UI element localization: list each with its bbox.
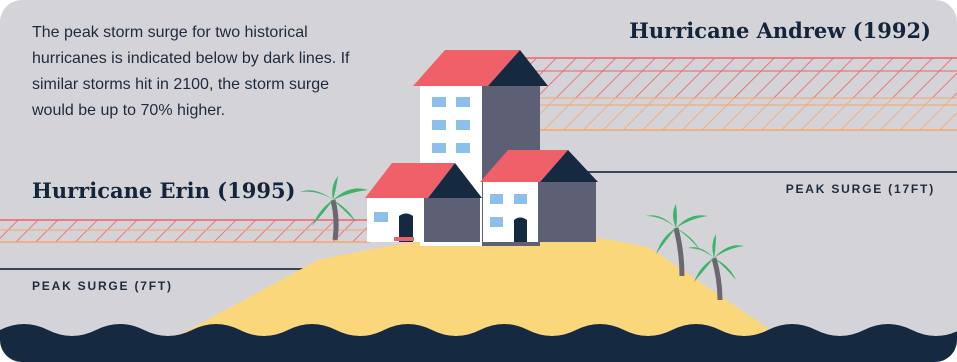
palm-tree-left bbox=[300, 176, 368, 241]
sand-island bbox=[170, 234, 785, 340]
right-small-house bbox=[480, 150, 598, 242]
erin-future-surge-band bbox=[0, 219, 370, 243]
andrew-title: Hurricane Andrew (1992) bbox=[629, 18, 931, 43]
andrew-future-surge-band bbox=[520, 57, 957, 131]
left-small-house bbox=[365, 163, 482, 242]
andrew-peak-label: PEAK SURGE (17FT) bbox=[785, 182, 935, 196]
palm-tree-right-2 bbox=[688, 234, 744, 301]
ocean-waves bbox=[0, 324, 957, 362]
intro-text: The peak storm surge for two historical … bbox=[32, 24, 350, 119]
palm-tree-right-1 bbox=[646, 204, 708, 277]
erin-peak-label: PEAK SURGE (7FT) bbox=[32, 279, 173, 293]
erin-title: Hurricane Erin (1995) bbox=[32, 178, 296, 203]
